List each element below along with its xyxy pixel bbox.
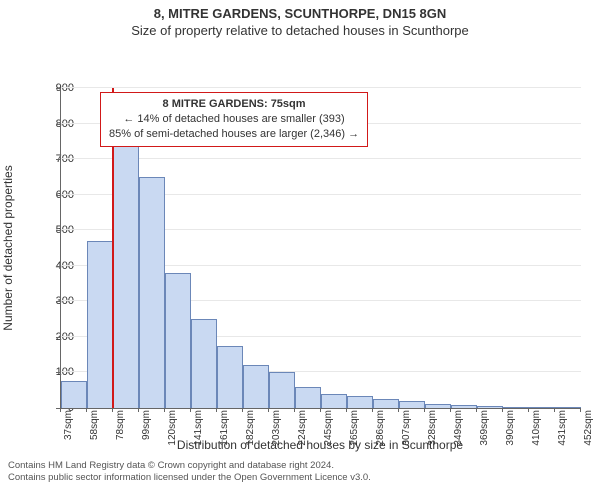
grid-line — [61, 87, 581, 88]
histogram-bar — [373, 399, 399, 408]
x-tick-mark — [112, 408, 113, 412]
x-tick-mark — [164, 408, 165, 412]
annotation-box: 8 MITRE GARDENS: 75sqm ← 14% of detached… — [100, 92, 368, 147]
histogram-chart: Number of detached properties 0100200300… — [0, 38, 600, 458]
histogram-bar — [61, 381, 87, 408]
histogram-bar — [217, 346, 243, 408]
histogram-bar — [529, 407, 555, 408]
title-sub: Size of property relative to detached ho… — [0, 23, 600, 38]
histogram-bar — [399, 401, 425, 408]
annotation-line3: 85% of semi-detached houses are larger (… — [109, 127, 359, 142]
histogram-bar — [555, 407, 581, 408]
x-tick-label: 452sqm — [583, 410, 594, 450]
x-tick-mark — [294, 408, 295, 412]
footer-line2: Contains public sector information licen… — [8, 472, 594, 484]
x-tick-mark — [398, 408, 399, 412]
y-axis-label: Number of detached properties — [1, 165, 15, 330]
x-tick-mark — [528, 408, 529, 412]
histogram-bar — [165, 273, 191, 408]
histogram-bar — [321, 394, 347, 408]
histogram-bar — [503, 407, 529, 408]
title-main: 8, MITRE GARDENS, SCUNTHORPE, DN15 8GN — [0, 6, 600, 21]
x-tick-mark — [424, 408, 425, 412]
histogram-bar — [451, 405, 477, 408]
x-tick-mark — [190, 408, 191, 412]
histogram-bar — [87, 241, 113, 408]
histogram-bar — [191, 319, 217, 408]
x-tick-mark — [268, 408, 269, 412]
x-axis-label: Distribution of detached houses by size … — [60, 438, 580, 452]
histogram-bar — [295, 387, 321, 408]
x-tick-mark — [242, 408, 243, 412]
x-tick-mark — [580, 408, 581, 412]
x-tick-mark — [60, 408, 61, 412]
histogram-bar — [425, 404, 451, 408]
x-tick-mark — [138, 408, 139, 412]
histogram-bar — [139, 177, 165, 408]
annotation-line1: 8 MITRE GARDENS: 75sqm — [109, 97, 359, 112]
x-tick-mark — [216, 408, 217, 412]
x-tick-mark — [502, 408, 503, 412]
grid-line — [61, 158, 581, 159]
chart-titles: 8, MITRE GARDENS, SCUNTHORPE, DN15 8GN S… — [0, 6, 600, 38]
x-tick-mark — [450, 408, 451, 412]
x-tick-mark — [320, 408, 321, 412]
x-tick-mark — [554, 408, 555, 412]
x-tick-mark — [86, 408, 87, 412]
annotation-line2: ← 14% of detached houses are smaller (39… — [109, 112, 359, 127]
histogram-bar — [477, 406, 503, 408]
histogram-bar — [347, 396, 373, 408]
x-tick-mark — [476, 408, 477, 412]
histogram-bar — [243, 365, 269, 408]
x-tick-mark — [346, 408, 347, 412]
footer-line1: Contains HM Land Registry data © Crown c… — [8, 460, 594, 472]
footer: Contains HM Land Registry data © Crown c… — [0, 458, 600, 485]
histogram-bar — [269, 372, 295, 408]
histogram-bar — [113, 134, 139, 408]
x-tick-mark — [372, 408, 373, 412]
